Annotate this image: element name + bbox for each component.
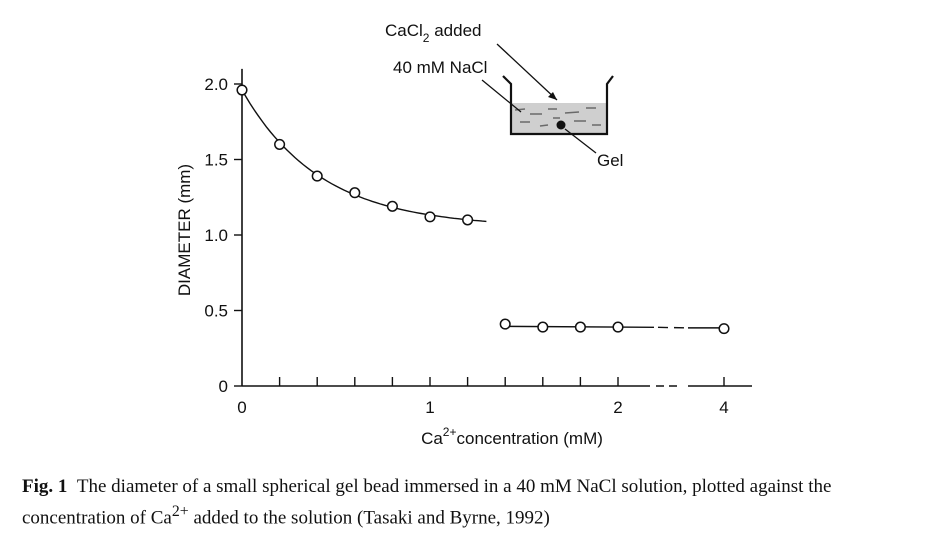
y-tick-label: 0	[219, 377, 228, 396]
figure: 0 0.5 1.0 1.5 2.0 0 1 2 4 DIAMETER (mm) Ca2+conc…	[175, 21, 752, 448]
x-tick-label: 2	[613, 398, 622, 417]
cacl-arrow	[496, 43, 558, 101]
gel-bead	[556, 120, 566, 130]
cacl-arrowhead	[548, 92, 557, 100]
beaker-outline	[502, 75, 614, 136]
gel-pointer	[564, 128, 597, 154]
gel-label: Gel	[597, 151, 623, 170]
nacl-label: 40 mM NaCl	[393, 58, 487, 77]
data-point	[311, 170, 323, 182]
data-point	[574, 321, 586, 333]
data-point	[499, 318, 511, 330]
cacl-label: CaCl2 added	[385, 21, 481, 45]
y-tick-label: 1.5	[204, 151, 228, 170]
x-axis-title: Ca2+concentration (mM)	[421, 425, 603, 448]
data-point	[386, 200, 398, 212]
caption-text-1: The diameter of a small spherical gel be…	[22, 476, 832, 529]
data-points	[236, 84, 730, 335]
y-tick-label: 1.0	[204, 226, 228, 245]
y-tick-label: 2.0	[204, 75, 228, 94]
y-axis-title: DIAMETER (mm)	[175, 164, 194, 296]
fit-curves	[241, 89, 724, 329]
caption-superscript: 2+	[171, 503, 189, 520]
x-tick-label: 0	[237, 398, 246, 417]
inset-beaker-diagram: CaCl2 added 40 mM NaCl Gel	[385, 21, 623, 170]
fit-line-high-ca-break	[657, 326, 689, 329]
caption-text-2: added to the solution (Tasaki and Byrne,…	[188, 507, 550, 529]
data-point	[236, 84, 248, 96]
data-point	[462, 214, 474, 226]
y-tick-label: 0.5	[204, 302, 228, 321]
nacl-pointer	[481, 79, 522, 113]
fit-curve-low-ca	[241, 89, 487, 223]
ticks: 0 0.5 1.0 1.5 2.0 0 1 2 4	[204, 75, 728, 417]
data-point	[349, 187, 361, 199]
data-point	[718, 323, 730, 335]
caption-label: Fig. 1	[22, 476, 68, 497]
x-tick-label: 1	[425, 398, 434, 417]
figure-caption: Fig. 1 The diameter of a small spherical…	[22, 474, 922, 530]
solution-waves	[514, 107, 601, 127]
data-point	[424, 211, 436, 223]
x-tick-label: 4	[719, 398, 728, 417]
data-point	[612, 321, 624, 333]
axes	[241, 68, 752, 387]
data-point	[274, 138, 286, 150]
data-point	[537, 321, 549, 333]
